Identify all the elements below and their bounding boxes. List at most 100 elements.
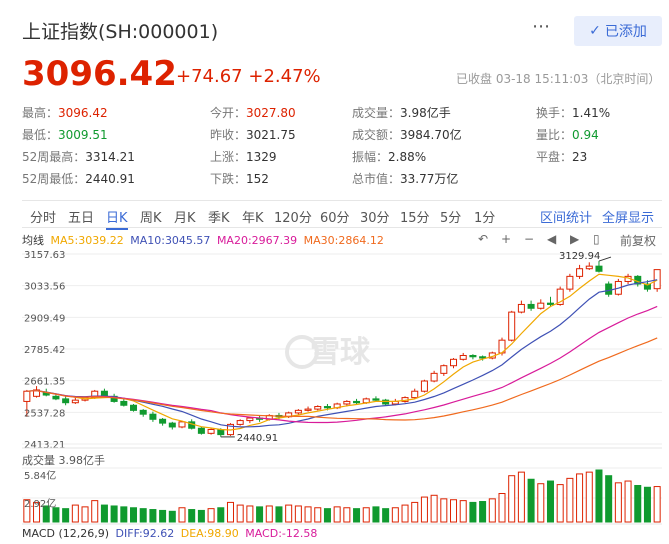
stat-item: 下跌：152 xyxy=(210,170,269,187)
volume-bar xyxy=(246,505,254,523)
watermark: 雪球 xyxy=(310,335,371,370)
candle-body xyxy=(304,408,312,411)
stat-item: 量比：0.94 xyxy=(536,126,599,143)
tab-0[interactable]: 分时 xyxy=(30,211,57,226)
stat-label: 昨收： xyxy=(210,128,247,142)
stat-label: 成交额： xyxy=(352,128,401,142)
candle-body xyxy=(585,265,593,270)
tab-2[interactable]: 日K xyxy=(106,207,128,230)
more-icon[interactable]: ⋯ xyxy=(532,16,551,37)
stat-value: 23 xyxy=(572,150,588,164)
candle-body xyxy=(372,398,380,401)
candle-body xyxy=(595,265,603,272)
page-title: 上证指数(SH:000001) xyxy=(22,21,219,43)
volume-bar xyxy=(178,507,186,523)
candle-body xyxy=(168,422,176,428)
volume-bar xyxy=(411,501,419,523)
candle-body xyxy=(207,429,215,434)
candle-body xyxy=(420,380,428,392)
tab-6[interactable]: 年K xyxy=(242,211,264,226)
candle-body xyxy=(527,303,535,309)
stat-value: 1.41% xyxy=(572,106,611,120)
volume-bar xyxy=(401,504,409,523)
added-watchlist-button[interactable]: ✓ 已添加 xyxy=(574,16,662,46)
change-percent: +2.47% xyxy=(248,66,321,87)
tab-12[interactable]: 1分 xyxy=(474,211,496,226)
ma30-line xyxy=(26,337,658,421)
volume-bar xyxy=(643,486,651,523)
stat-value: 3984.70亿 xyxy=(400,128,462,142)
tab-4[interactable]: 月K xyxy=(174,211,196,226)
adjust-mode[interactable]: 前复权 xyxy=(620,234,657,248)
dea-legend: DEA:98.90 xyxy=(180,527,239,540)
candle-body xyxy=(343,400,351,405)
stat-value: 2440.91 xyxy=(85,172,135,186)
stat-item: 成交量：3.98亿手 xyxy=(352,104,451,121)
tab-7[interactable]: 120分 xyxy=(274,211,312,226)
stat-value: 1329 xyxy=(246,150,277,164)
y-tick-label: 2909.49 xyxy=(24,313,65,324)
tab-8[interactable]: 60分 xyxy=(320,211,350,226)
candle-body xyxy=(479,356,487,359)
tab-1[interactable]: 五日 xyxy=(68,211,95,226)
y-tick-label: 3033.56 xyxy=(24,282,65,293)
check-icon: ✓ xyxy=(589,23,601,39)
volume-bar xyxy=(479,501,487,523)
left-icon[interactable]: ◀ xyxy=(547,232,557,246)
stat-label: 换手： xyxy=(536,106,573,120)
ma-legend: 均线 MA5:3039.22 MA10:3045.57 MA20:2967.39… xyxy=(22,232,384,248)
tab-3[interactable]: 周K xyxy=(140,211,162,226)
volume-bar xyxy=(236,504,244,523)
tab-9[interactable]: 30分 xyxy=(360,211,390,226)
zoom-out-icon[interactable]: − xyxy=(524,232,535,246)
candle-body xyxy=(546,302,554,305)
y-tick-label: 2413.21 xyxy=(24,440,65,451)
candle-body xyxy=(605,283,613,295)
volume-bar xyxy=(488,498,496,523)
stat-label: 最高： xyxy=(22,106,59,120)
volume-bar xyxy=(23,499,31,523)
range-stats-link[interactable]: 区间统计 xyxy=(540,211,593,226)
candle-body xyxy=(411,390,419,399)
stat-label: 量比： xyxy=(536,128,573,142)
volume-bar xyxy=(343,507,351,523)
volume-bar xyxy=(605,475,613,523)
stat-label: 52周最高： xyxy=(22,150,86,164)
stat-item: 52周最高：3314.21 xyxy=(22,148,135,165)
zoom-in-icon[interactable]: + xyxy=(501,232,512,246)
tab-5[interactable]: 季K xyxy=(208,211,230,226)
candle-body xyxy=(576,268,584,277)
volume-bar xyxy=(285,504,293,523)
stat-label: 振幅： xyxy=(352,150,389,164)
stat-value: 0.94 xyxy=(572,128,599,142)
volume-bar xyxy=(52,507,60,523)
candle-body xyxy=(149,413,157,420)
stat-item: 最高：3096.42 xyxy=(22,104,108,121)
right-icon[interactable]: ▶ xyxy=(570,232,580,246)
volume-bar xyxy=(576,473,584,523)
volume-bar xyxy=(217,507,225,523)
candle-body xyxy=(33,389,41,397)
candle-icon[interactable]: ▯ xyxy=(593,232,600,246)
stat-item: 成交额：3984.70亿 xyxy=(352,126,462,143)
volume-bar xyxy=(120,506,128,523)
volume-bar xyxy=(149,509,157,523)
stat-item: 平盘：23 xyxy=(536,148,587,165)
undo-icon[interactable]: ↶ xyxy=(478,232,489,246)
fullscreen-link[interactable]: 全屏显示 xyxy=(602,211,655,226)
candle-body xyxy=(294,409,302,414)
candle-body xyxy=(130,404,138,411)
candle-body xyxy=(537,302,545,309)
stat-value: 152 xyxy=(246,172,269,186)
stat-value: 3021.75 xyxy=(246,128,296,142)
stat-label: 52周最低： xyxy=(22,172,86,186)
candle-body xyxy=(71,399,79,404)
tab-11[interactable]: 5分 xyxy=(440,211,462,226)
volume-bar xyxy=(42,505,50,523)
watermark-logo xyxy=(285,335,319,369)
volume-bar xyxy=(353,508,361,523)
candle-body xyxy=(23,390,31,402)
ma10-legend: MA10:3045.57 xyxy=(130,234,211,247)
tab-10[interactable]: 15分 xyxy=(400,211,430,226)
